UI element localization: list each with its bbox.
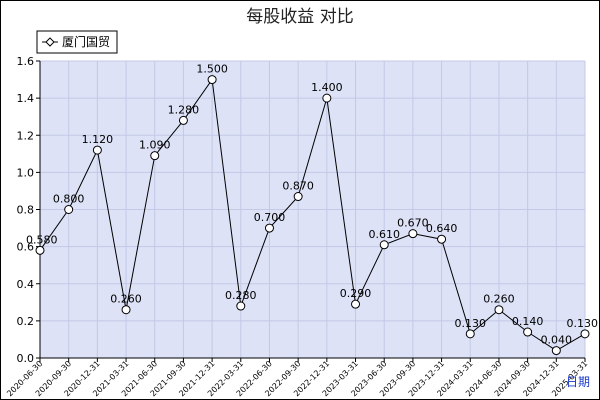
y-tick-label: 1.6	[17, 55, 35, 68]
data-label: 1.500	[196, 63, 228, 76]
legend[interactable]: 厦门国贸	[36, 30, 118, 54]
y-tick-label: 0.8	[17, 204, 35, 217]
data-point[interactable]	[293, 192, 303, 202]
data-label: 0.280	[225, 289, 257, 302]
data-label: 0.260	[110, 293, 142, 306]
data-point[interactable]	[437, 234, 447, 244]
y-tick-label: 0.2	[17, 315, 35, 328]
series-line-group	[35, 75, 590, 356]
data-label: 0.610	[368, 228, 400, 241]
data-point[interactable]	[351, 299, 361, 309]
data-point[interactable]	[35, 245, 45, 255]
data-point[interactable]	[121, 305, 131, 315]
data-label: 1.120	[82, 133, 114, 146]
y-tick-label: 1.4	[17, 92, 35, 105]
data-point[interactable]	[551, 346, 561, 356]
y-axis: 0.0 0.2 0.4 0.6 0.8 1.0 1.2 1.4 1.6	[17, 55, 41, 365]
data-label: 0.130	[567, 317, 599, 330]
data-label: 0.640	[426, 222, 458, 235]
data-label: 0.260	[483, 293, 515, 306]
data-label: 1.280	[168, 103, 200, 116]
data-label: 0.140	[512, 315, 544, 328]
data-point[interactable]	[580, 329, 590, 339]
data-point[interactable]	[92, 145, 102, 155]
data-point[interactable]	[408, 229, 418, 239]
data-point[interactable]	[207, 75, 217, 85]
data-label: 0.580	[26, 233, 58, 246]
data-label: 0.130	[455, 317, 487, 330]
data-point[interactable]	[379, 240, 389, 250]
y-tick-label: 1.0	[17, 166, 35, 179]
data-label-group: 0.580 0.800 1.120 0.260 1.090 1.280 1.500 0.280…	[26, 63, 598, 347]
data-label: 1.090	[139, 139, 171, 152]
data-label: 1.400	[311, 81, 343, 94]
y-tick-label: 1.2	[17, 129, 35, 142]
data-label: 0.700	[254, 211, 286, 224]
chart-title: 每股收益 对比	[246, 7, 353, 27]
data-point[interactable]	[264, 223, 274, 233]
data-point[interactable]	[465, 329, 475, 339]
data-label: 0.800	[53, 193, 85, 206]
x-axis: 2020-06-302020-09-302020-12-312021-03-31…	[5, 357, 589, 398]
legend-diamond-icon	[45, 37, 55, 47]
y-tick-label: 0.6	[17, 241, 35, 254]
y-tick-label: 0.0	[17, 352, 35, 365]
data-point[interactable]	[236, 301, 246, 311]
y-tick-label: 0.4	[17, 278, 35, 291]
data-label: 0.040	[541, 334, 573, 347]
x-axis-unit-label: 日期	[566, 375, 590, 389]
data-label: 0.670	[397, 217, 429, 230]
data-label: 0.290	[340, 287, 372, 300]
series-line	[39, 78, 586, 352]
data-point[interactable]	[322, 93, 332, 103]
data-label: 0.870	[282, 180, 314, 193]
legend-series-label: 厦门国贸	[62, 34, 110, 49]
data-point[interactable]	[64, 205, 74, 214]
data-point[interactable]	[150, 151, 160, 161]
data-point[interactable]	[494, 305, 504, 315]
legend-box	[36, 30, 118, 54]
data-point[interactable]	[178, 115, 188, 125]
grid-lines	[39, 60, 586, 359]
data-point[interactable]	[523, 327, 533, 337]
